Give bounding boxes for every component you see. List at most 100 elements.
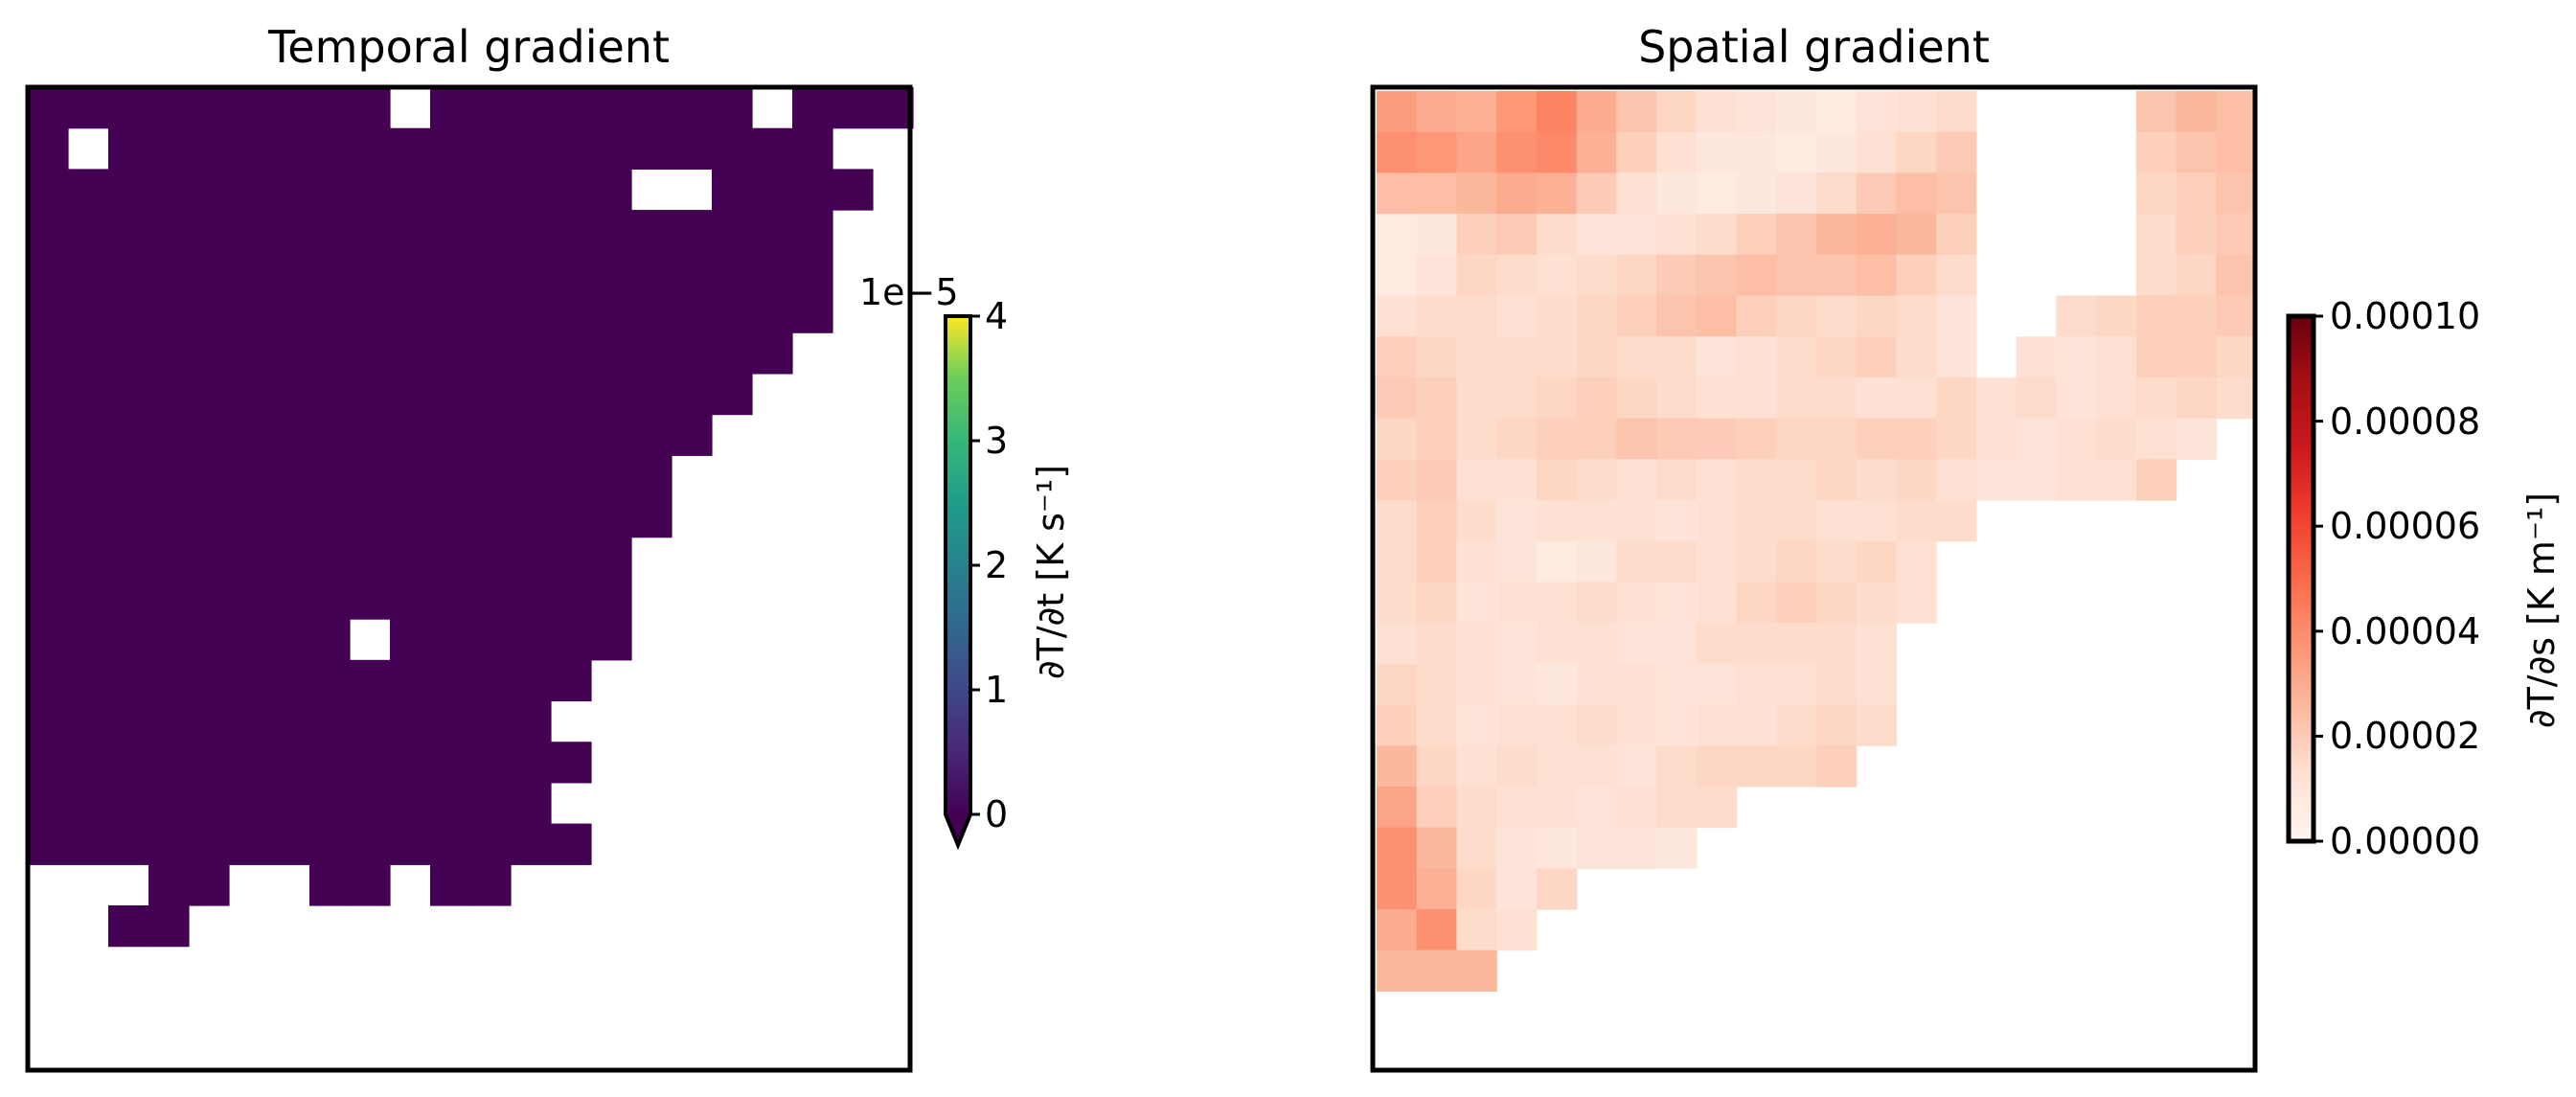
spatial-heatmap-cell bbox=[1416, 827, 1458, 869]
spatial-heatmap-cell bbox=[1416, 704, 1458, 746]
temporal-heatmap-cell bbox=[28, 659, 69, 702]
spatial-colorbar-label: ∂T/∂s [K m⁻¹] bbox=[2520, 491, 2563, 729]
spatial-heatmap-cell bbox=[1416, 172, 1458, 215]
temporal-heatmap-cell bbox=[792, 169, 833, 211]
temporal-heatmap-cell bbox=[148, 905, 190, 948]
temporal-heatmap-cell bbox=[108, 127, 149, 170]
colorbar-tick-label: 0.00006 bbox=[2330, 505, 2481, 548]
spatial-heatmap-cell bbox=[1736, 336, 1777, 378]
colorbar-tick-label: 0.00010 bbox=[2330, 295, 2481, 337]
spatial-heatmap-cell bbox=[1776, 745, 1817, 788]
temporal-heatmap-cell bbox=[229, 127, 270, 170]
temporal-heatmap-cell bbox=[68, 291, 109, 333]
spatial-heatmap-cell bbox=[2135, 172, 2177, 215]
spatial-heatmap-cell bbox=[1856, 336, 1898, 378]
spatial-heatmap-cell bbox=[1696, 295, 1738, 337]
spatial-heatmap-cell bbox=[1416, 377, 1458, 420]
temporal-heatmap-cell bbox=[551, 823, 592, 865]
spatial-chart-title: Spatial gradient bbox=[1638, 21, 1990, 73]
spatial-colorbar-ticks bbox=[2314, 314, 2323, 843]
temporal-heatmap-cell bbox=[108, 823, 149, 865]
spatial-heatmap-cell bbox=[1456, 704, 1497, 746]
spatial-heatmap-cell bbox=[1816, 582, 1858, 624]
spatial-heatmap-cell bbox=[1975, 377, 2017, 420]
temporal-heatmap-cell bbox=[108, 87, 149, 129]
spatial-heatmap-cell bbox=[1377, 949, 1418, 992]
spatial-heatmap-cell bbox=[1816, 663, 1858, 706]
spatial-heatmap-cell bbox=[1456, 214, 1497, 256]
spatial-heatmap-cell bbox=[1416, 254, 1458, 297]
spatial-heatmap-cell bbox=[1536, 500, 1578, 542]
temporal-heatmap-cell bbox=[189, 169, 230, 211]
spatial-heatmap-cell bbox=[1816, 623, 1858, 665]
spatial-heatmap-cell bbox=[1656, 214, 1698, 256]
temporal-heatmap-cell bbox=[631, 414, 672, 456]
temporal-heatmap-cell bbox=[309, 455, 351, 497]
temporal-heatmap-cell bbox=[309, 169, 351, 211]
spatial-heatmap-cell bbox=[1616, 91, 1657, 133]
spatial-heatmap-cell bbox=[1896, 172, 1937, 215]
spatial-heatmap-cell bbox=[1576, 254, 1617, 297]
spatial-heatmap-cell bbox=[1377, 663, 1418, 706]
spatial-heatmap-cell bbox=[1736, 704, 1777, 746]
temporal-heatmap-cell bbox=[350, 210, 391, 252]
spatial-heatmap-cell bbox=[1776, 295, 1817, 337]
spatial-heatmap-cell bbox=[1896, 254, 1937, 297]
temporal-heatmap-cell bbox=[470, 291, 512, 333]
spatial-heatmap-cell bbox=[1856, 295, 1898, 337]
colorbar-tick-label: 0.00002 bbox=[2330, 715, 2481, 758]
temporal-heatmap-cell bbox=[148, 455, 190, 497]
temporal-heatmap-cell bbox=[430, 373, 471, 416]
temporal-heatmap-cell bbox=[189, 332, 230, 375]
temporal-heatmap-cell bbox=[551, 127, 592, 170]
temporal-heatmap-cell bbox=[390, 169, 431, 211]
spatial-heatmap-cell bbox=[1656, 131, 1698, 173]
temporal-heatmap-cell bbox=[189, 823, 230, 865]
temporal-heatmap-cell bbox=[309, 332, 351, 375]
colorbar-tick-label: 4 bbox=[985, 295, 1009, 337]
spatial-heatmap-cell bbox=[1936, 336, 1977, 378]
temporal-heatmap-cell bbox=[269, 332, 310, 375]
temporal-heatmap-cell bbox=[672, 291, 713, 333]
temporal-heatmap-cell bbox=[430, 700, 471, 743]
temporal-heatmap-cell bbox=[309, 210, 351, 252]
temporal-heatmap-cell bbox=[309, 291, 351, 333]
spatial-heatmap-cell bbox=[1536, 172, 1578, 215]
temporal-heatmap-cell bbox=[148, 169, 190, 211]
temporal-heatmap-cell bbox=[148, 332, 190, 375]
spatial-heatmap-cell bbox=[1856, 131, 1898, 173]
temporal-heatmap-cell bbox=[229, 619, 270, 661]
temporal-heatmap-cell bbox=[309, 782, 351, 825]
spatial-heatmap-cell bbox=[1696, 131, 1738, 173]
spatial-heatmap-cell bbox=[1377, 745, 1418, 788]
temporal-heatmap-cell bbox=[591, 373, 632, 416]
spatial-heatmap-cell bbox=[1736, 459, 1777, 501]
spatial-heatmap-cell bbox=[1776, 377, 1817, 420]
temporal-heatmap-cell bbox=[752, 169, 793, 211]
temporal-heatmap-cell bbox=[269, 659, 310, 702]
temporal-heatmap-cell bbox=[309, 742, 351, 784]
spatial-heatmap-cell bbox=[2056, 418, 2097, 460]
spatial-heatmap-cell bbox=[1656, 540, 1698, 583]
temporal-heatmap-cell bbox=[390, 210, 431, 252]
temporal-heatmap-cell bbox=[631, 127, 672, 170]
temporal-heatmap-cell bbox=[672, 87, 713, 129]
temporal-heatmap-cell bbox=[430, 169, 471, 211]
temporal-heatmap-cell bbox=[309, 537, 351, 579]
spatial-heatmap-cell bbox=[1456, 663, 1497, 706]
temporal-heatmap-cell bbox=[712, 332, 753, 375]
temporal-heatmap-cell bbox=[591, 210, 632, 252]
spatial-heatmap-cell bbox=[1496, 909, 1538, 951]
spatial-heatmap-cell bbox=[1616, 418, 1657, 460]
colorbar-tick-label: 0.00004 bbox=[2330, 609, 2481, 652]
temporal-heatmap-cell bbox=[470, 332, 512, 375]
spatial-heatmap-cell bbox=[1736, 623, 1777, 665]
spatial-heatmap-cell bbox=[1377, 500, 1418, 542]
temporal-heatmap-cell bbox=[68, 578, 109, 620]
temporal-heatmap-cell bbox=[551, 659, 592, 702]
temporal-heatmap-cell bbox=[350, 127, 391, 170]
spatial-heatmap-cell bbox=[1896, 459, 1937, 501]
temporal-heatmap-cell bbox=[28, 291, 69, 333]
spatial-heatmap-cell bbox=[1456, 745, 1497, 788]
temporal-heatmap-cell bbox=[269, 127, 310, 170]
